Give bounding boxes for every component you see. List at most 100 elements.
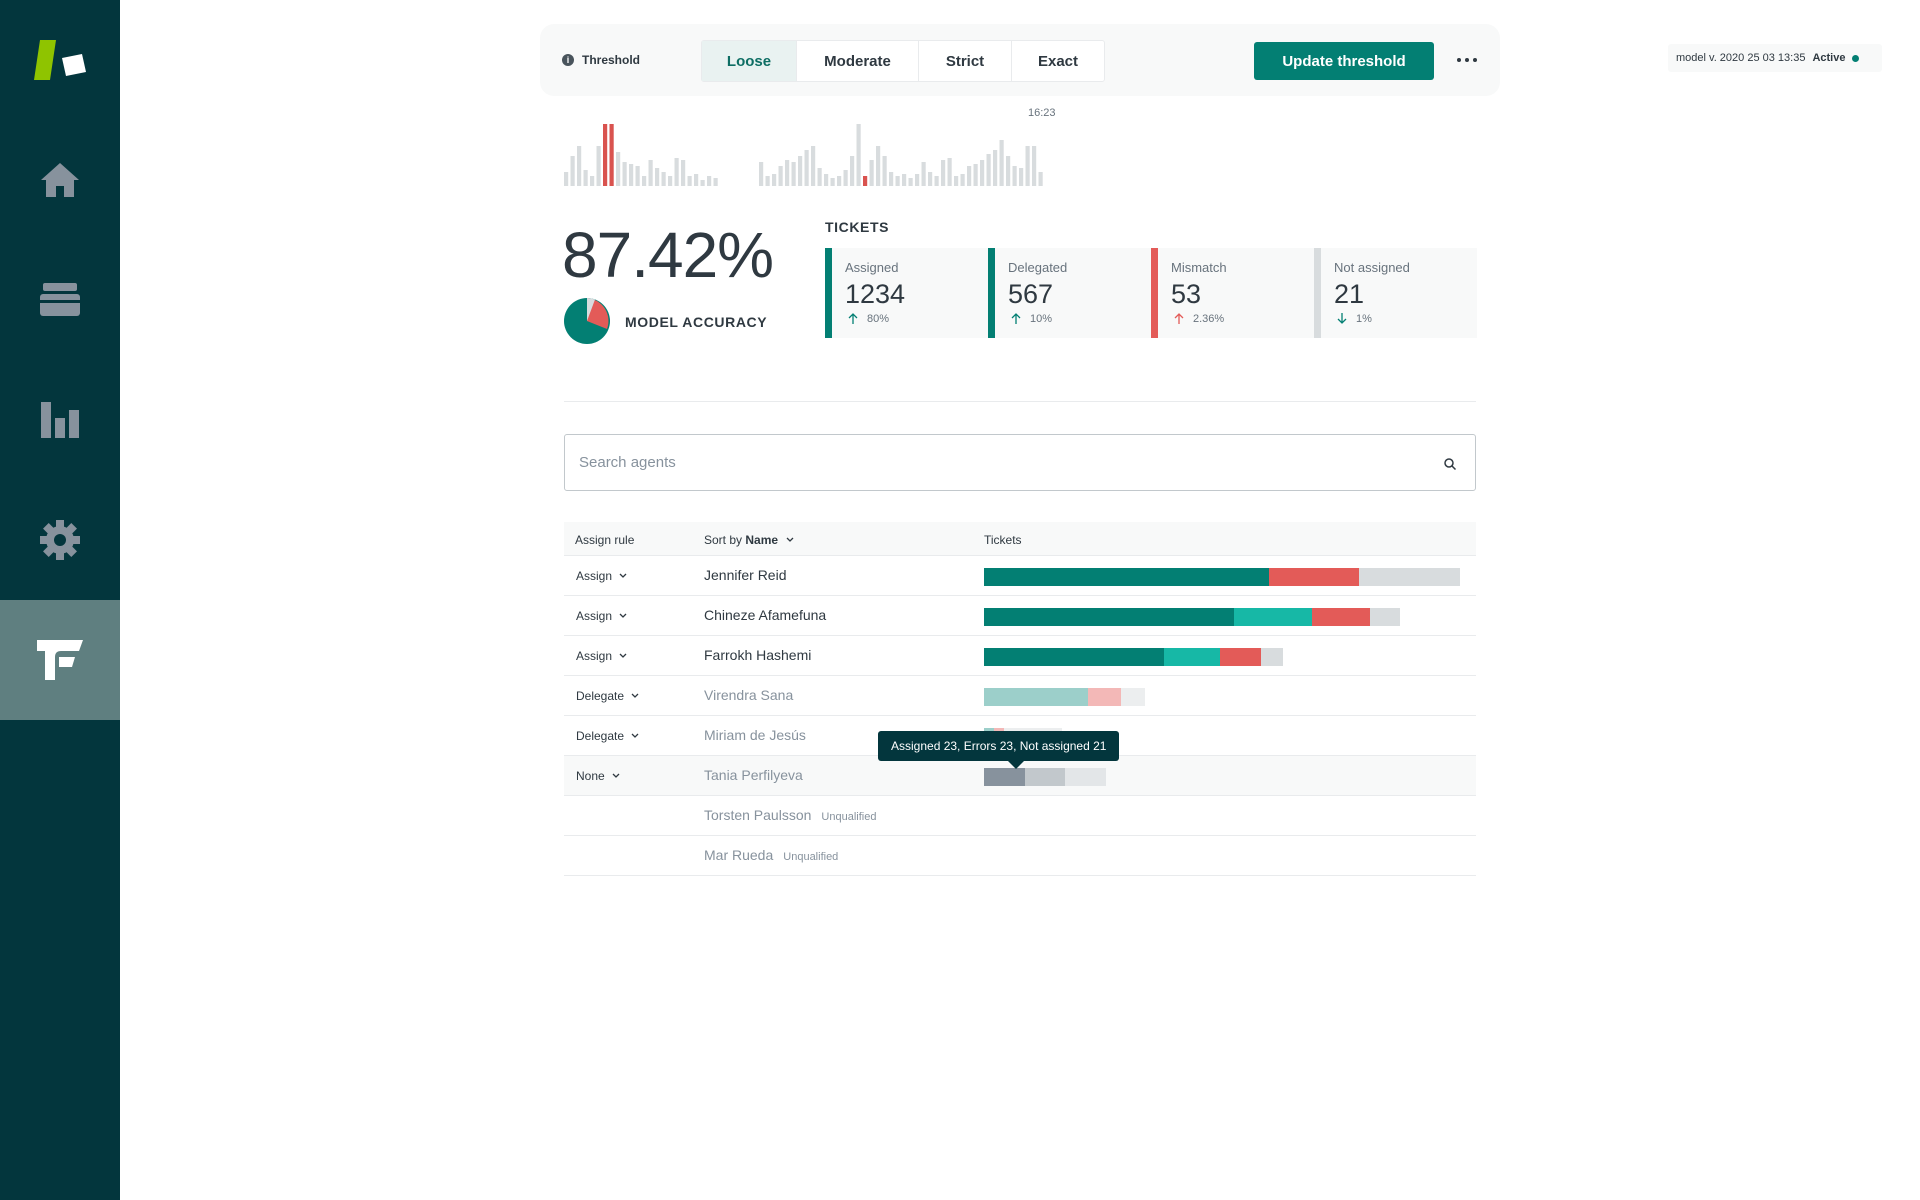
assign-rule-dropdown[interactable]: Delegate [576,689,640,703]
ticket-card-value: 1234 [845,279,906,309]
tickets-bar[interactable] [984,568,1460,586]
tickets-bar-segment [984,608,1234,626]
histogram-bar [973,164,978,186]
agent-name: Mar Rueda Unqualified [704,847,839,863]
arrow-up-icon [1011,313,1021,324]
tickets-bar-segment [1269,568,1359,586]
histogram-bar [928,172,933,186]
tickets-bar[interactable] [984,768,1106,786]
tickets-bar[interactable] [984,648,1283,666]
histogram-bar [1019,168,1024,186]
ticket-card-label: Not assigned [1334,260,1410,275]
histogram-bar [648,160,653,186]
histogram-bar [577,146,582,186]
tickets-bar-segment [984,768,1025,786]
histogram-bar [778,166,783,186]
ticket-card-label: Delegated [1008,260,1068,275]
histogram-bar [850,156,855,186]
active-status-dot [1852,54,1860,62]
table-header: Assign rule Sort by Name Tickets [564,522,1476,556]
chevron-down-icon [631,733,639,738]
histogram-bar [798,156,803,186]
tickets-bar-segment [1065,768,1106,786]
custom-app-icon [37,640,83,680]
chevron-down-icon [619,613,627,618]
assign-rule-dropdown[interactable]: Assign [576,609,628,623]
histogram-bar [882,156,887,186]
update-threshold-button[interactable]: Update threshold [1254,42,1434,80]
search-agents [564,434,1476,491]
histogram-bar [843,170,848,186]
table-row[interactable]: Assign Chineze Afamefuna [564,596,1476,636]
ticket-card-value: 21 [1334,279,1365,309]
table-row[interactable]: Mar Rueda Unqualified [564,836,1476,876]
histogram-bar [603,124,608,186]
histogram-bar [993,150,998,186]
histogram-time-label: 16:23 [1028,107,1056,119]
histogram-bar [824,174,829,186]
histogram-bar [1012,166,1017,186]
histogram-bar [772,174,777,186]
nav-inbox[interactable] [0,240,120,360]
threshold-option-exact[interactable]: Exact [1037,52,1079,70]
histogram-bar [967,166,972,186]
nav-reporting[interactable] [0,360,120,480]
table-row[interactable]: Assign Farrokh Hashemi [564,636,1476,676]
histogram-bar [655,168,660,186]
histogram-bar [863,176,868,186]
tickets-bar-segment [1164,648,1220,666]
assign-rule-dropdown[interactable]: Assign [576,649,628,663]
ticket-card-value: 53 [1171,279,1202,309]
table-row[interactable]: Assign Jennifer Reid [564,556,1476,596]
assign-rule-dropdown[interactable]: Delegate [576,729,640,743]
histogram-bar [902,174,907,186]
histogram-bar [830,178,835,186]
model-version: model v. 2020 25 03 13:35 [1676,52,1806,64]
histogram-bar [609,124,614,186]
nav-custom-app[interactable] [0,600,120,720]
histogram-bar [1032,146,1037,186]
table-row[interactable]: Torsten Paulsson Unqualified [564,796,1476,836]
tickets-bar[interactable] [984,608,1400,626]
assign-rule-dropdown[interactable]: Assign [576,569,628,583]
table-row[interactable]: Delegate Virendra Sana [564,676,1476,716]
ticket-card-value: 567 [1008,279,1054,309]
model-status-badge: model v. 2020 25 03 13:35 Active [1668,44,1882,72]
threshold-option-loose[interactable]: Loose [702,41,797,81]
histogram-bar [759,162,764,186]
chevron-down-icon [786,537,794,542]
histogram-bar [661,172,666,186]
search-input[interactable] [579,435,1419,490]
chevron-down-icon [619,573,627,578]
sort-by-name-control[interactable]: Sort by Name [704,533,795,547]
tickets-bar-segment [1261,648,1283,666]
histogram-bar [999,140,1004,186]
histogram-bar [960,174,965,186]
tickets-bar[interactable] [984,688,1145,706]
search-icon[interactable] [1443,457,1457,471]
sidebar [0,0,120,1200]
histogram-bar [570,156,575,186]
ticket-card-delta: 10% [1010,312,1052,325]
threshold-option-strict[interactable]: Strict [919,41,1012,81]
zendesk-logo[interactable] [34,40,88,80]
model-state: Active [1812,52,1846,64]
tickets-bar-segment [1220,648,1261,666]
chevron-down-icon [631,693,639,698]
gear-icon [40,520,80,560]
info-icon[interactable]: i [562,54,574,66]
threshold-option-moderate[interactable]: Moderate [797,41,919,81]
histogram-bar [980,160,985,186]
tickets-bar-segment [984,688,1088,706]
histogram-bar [915,174,920,186]
more-horizontal-icon[interactable] [1452,48,1482,72]
activity-histogram [564,124,1043,186]
unqualified-label: Unqualified [821,811,877,823]
histogram-bar [817,168,822,186]
histogram-bar [921,162,926,186]
arrow-up-icon [848,313,858,324]
agent-name: Miriam de Jesús [704,727,806,743]
nav-settings[interactable] [0,480,120,600]
assign-rule-dropdown[interactable]: None [576,769,621,783]
nav-home[interactable] [0,120,120,240]
